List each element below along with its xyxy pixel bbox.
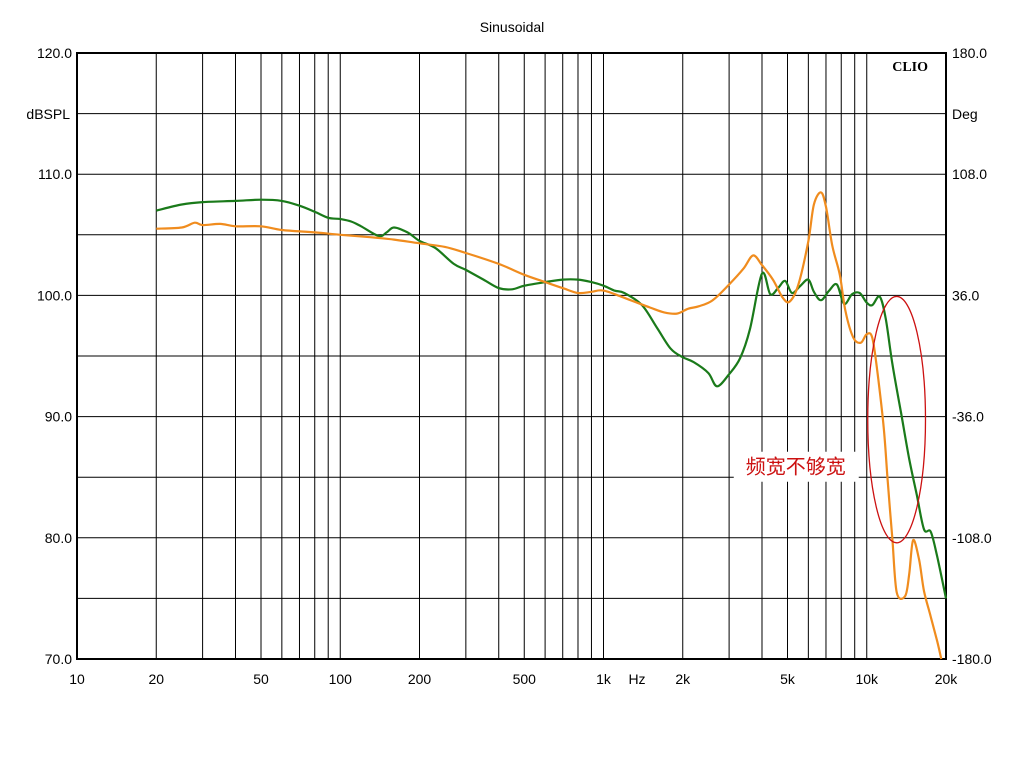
grid (77, 53, 946, 659)
x-tick-label: 10k (855, 671, 879, 687)
x-tick-label: 10 (69, 671, 85, 687)
y-axis-right-label: Deg (952, 106, 978, 122)
x-tick-label: 50 (253, 671, 269, 687)
x-tick-label: 5k (780, 671, 796, 687)
y-tick-label-right: 180.0 (952, 45, 987, 61)
y-tick-labels-left: 120.0 110.0 100.0 90.0 80.0 70.0 (37, 45, 72, 667)
x-tick-labels: 10 20 50 100 200 500 1k 2k 5k 10k 20k (69, 671, 958, 687)
x-tick-label: 500 (513, 671, 537, 687)
annotation-ellipse (867, 295, 927, 544)
y-tick-label-left: 90.0 (45, 409, 72, 425)
x-tick-label: 2k (675, 671, 691, 687)
annotation-background (733, 451, 859, 482)
annotation-text: 频宽不够宽 (746, 455, 846, 479)
x-tick-label: 20k (935, 671, 959, 687)
y-tick-label-right: 36.0 (952, 287, 979, 303)
y-tick-label-left: 70.0 (45, 651, 72, 667)
y-tick-label-left: 120.0 (37, 45, 72, 61)
y-tick-label-left: 80.0 (45, 530, 72, 546)
y-tick-labels-right: 180.0 108.0 36.0 -36.0 -108.0 -180.0 (952, 45, 992, 667)
series-line-1 (155, 198, 948, 599)
x-tick-label: 20 (148, 671, 164, 687)
annotations: 频宽不够宽 (733, 295, 927, 544)
y-tick-label-left: 110.0 (38, 166, 72, 182)
y-tick-label-right: -108.0 (952, 530, 992, 546)
y-axis-left-label: dBSPL (26, 106, 70, 122)
series-lines (155, 191, 948, 660)
x-tick-label: 200 (408, 671, 432, 687)
y-tick-label-right: -36.0 (952, 409, 984, 425)
plot-frame (76, 52, 947, 660)
clio-brand: CLIO (892, 60, 928, 75)
series-line-2 (156, 191, 943, 660)
x-axis-label: Hz (628, 671, 645, 687)
x-tick-label: 100 (329, 671, 353, 687)
x-tick-label: 1k (596, 671, 612, 687)
y-tick-label-left: 100.0 (37, 287, 72, 303)
y-tick-label-right: 108.0 (952, 166, 987, 182)
y-tick-label-right: -180.0 (952, 651, 992, 667)
chart-title: Sinusoidal (480, 19, 545, 35)
